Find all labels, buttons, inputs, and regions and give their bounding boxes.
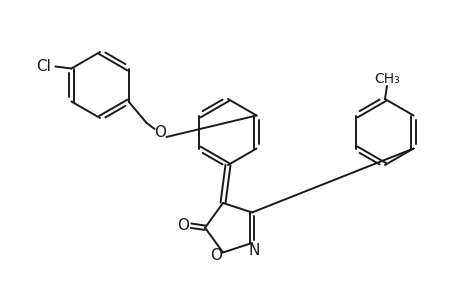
Text: O: O [177, 218, 189, 233]
Text: Cl: Cl [36, 59, 51, 74]
Text: N: N [248, 242, 259, 257]
Text: CH₃: CH₃ [373, 72, 399, 86]
Text: O: O [154, 125, 166, 140]
Text: O: O [210, 248, 222, 263]
